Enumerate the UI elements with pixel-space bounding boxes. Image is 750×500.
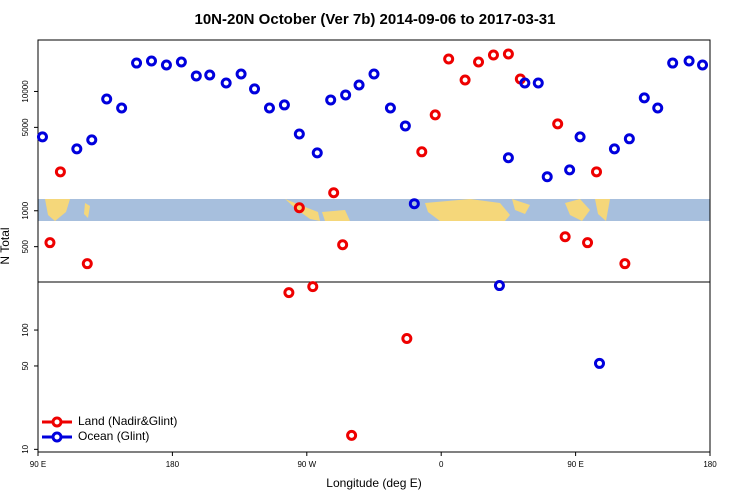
land-shape	[425, 199, 510, 221]
legend-marker	[51, 416, 63, 428]
point	[638, 92, 650, 104]
x-tick-label: 180	[703, 460, 717, 469]
y-tick-label: 1000	[21, 201, 30, 219]
point	[160, 59, 172, 71]
x-tick-label: 90 E	[567, 460, 583, 469]
point	[591, 166, 603, 178]
point	[190, 70, 202, 82]
point	[502, 48, 514, 60]
point	[220, 77, 232, 89]
land-shape	[84, 203, 90, 218]
point	[408, 198, 420, 210]
land-shape	[322, 210, 350, 221]
y-tick-label: 10	[21, 444, 30, 453]
point	[293, 202, 305, 214]
point	[307, 281, 319, 293]
point	[667, 57, 679, 69]
point	[340, 89, 352, 101]
point	[683, 55, 695, 67]
point	[368, 68, 380, 80]
point	[574, 131, 586, 143]
point	[86, 134, 98, 146]
point	[487, 49, 499, 61]
point	[619, 258, 631, 270]
point	[519, 77, 531, 89]
point	[337, 239, 349, 251]
point	[697, 59, 709, 71]
x-tick-label: 90 E	[30, 460, 46, 469]
land-shape	[512, 199, 530, 214]
point	[608, 143, 620, 155]
legend-marker	[51, 431, 63, 443]
chart-title: 10N-20N October (Ver 7b) 2014-09-06 to 2…	[194, 11, 555, 28]
y-tick-label: 500	[21, 239, 30, 253]
point	[502, 152, 514, 164]
point	[131, 57, 143, 69]
point	[623, 133, 635, 145]
point	[278, 99, 290, 111]
point	[541, 171, 553, 183]
point	[593, 357, 605, 369]
point	[493, 280, 505, 292]
point	[473, 56, 485, 68]
point	[235, 68, 247, 80]
point	[328, 187, 340, 199]
x-tick-label: 0	[439, 460, 444, 469]
point	[552, 118, 564, 130]
point	[346, 429, 358, 441]
point	[36, 131, 48, 143]
land-shape	[45, 199, 70, 221]
point	[263, 102, 275, 114]
point	[416, 146, 428, 158]
y-tick-label: 100	[21, 323, 30, 337]
map-band	[38, 199, 710, 221]
point	[311, 147, 323, 159]
point	[283, 287, 295, 299]
x-axis-label: Longitude (deg E)	[326, 476, 421, 490]
point	[399, 120, 411, 132]
point	[429, 109, 441, 121]
y-axis-label: N Total	[0, 227, 12, 264]
point	[175, 56, 187, 68]
legend-label: Land (Nadir&Glint)	[78, 414, 177, 428]
point	[384, 102, 396, 114]
point	[564, 164, 576, 176]
point	[353, 79, 365, 91]
point	[71, 143, 83, 155]
plot-frame	[37, 39, 711, 453]
point	[401, 332, 413, 344]
point	[559, 231, 571, 243]
legend-label: Ocean (Glint)	[78, 429, 149, 443]
point	[443, 53, 455, 65]
point	[459, 74, 471, 86]
point	[582, 237, 594, 249]
y-tick-label: 50	[21, 361, 30, 370]
point	[249, 83, 261, 95]
y-tick-label: 5000	[21, 118, 30, 136]
ocean-band	[38, 199, 710, 221]
x-tick-label: 180	[166, 460, 180, 469]
x-tick-label: 90 W	[297, 460, 316, 469]
y-tick-label: 10000	[21, 80, 30, 103]
point	[81, 258, 93, 270]
land-shape	[565, 199, 590, 221]
point	[145, 55, 157, 67]
point	[652, 102, 664, 114]
point	[204, 69, 216, 81]
point	[325, 94, 337, 106]
point	[101, 93, 113, 105]
point	[116, 102, 128, 114]
land-shape	[595, 199, 610, 221]
point	[532, 77, 544, 89]
point	[293, 128, 305, 140]
point	[44, 237, 56, 249]
point	[54, 166, 66, 178]
